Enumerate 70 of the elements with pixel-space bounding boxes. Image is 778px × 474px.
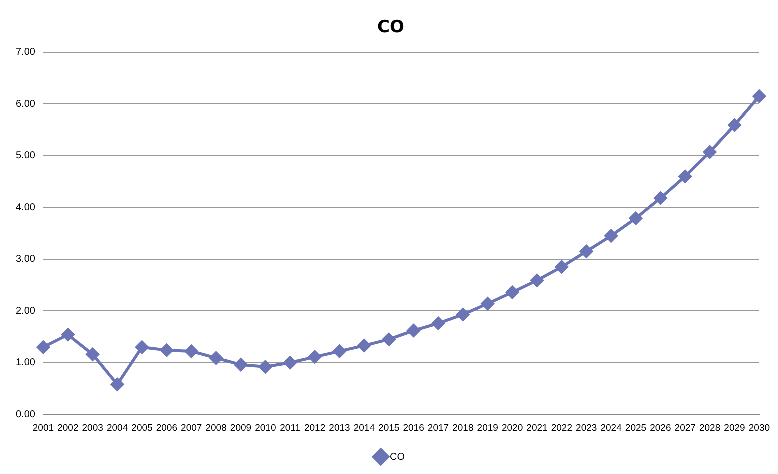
point bbox=[555, 260, 568, 274]
x-tick-label: 2017 bbox=[428, 422, 450, 434]
x-tick-label: 2006 bbox=[156, 422, 178, 434]
point bbox=[160, 344, 174, 357]
point bbox=[654, 192, 668, 205]
point bbox=[407, 324, 420, 338]
point bbox=[36, 340, 50, 354]
x-tick-label: 2019 bbox=[477, 422, 498, 434]
x-tick-label: 2008 bbox=[206, 422, 227, 434]
x-tick-label: 2024 bbox=[600, 422, 622, 434]
x-tick-label: 2028 bbox=[699, 422, 721, 434]
x-tick-label: 2005 bbox=[132, 422, 153, 434]
x-tick-label: 2001 bbox=[32, 422, 54, 434]
point bbox=[259, 360, 272, 374]
legend-label: CO bbox=[390, 452, 406, 463]
y-tick-label: 2.00 bbox=[16, 306, 36, 317]
y-tick-label: 1.00 bbox=[16, 358, 36, 369]
point bbox=[530, 274, 544, 288]
point bbox=[728, 118, 742, 132]
x-tick-label: 2016 bbox=[403, 422, 424, 434]
x-tick-label: 2022 bbox=[551, 422, 572, 434]
x-tick-label: 2015 bbox=[378, 422, 400, 434]
x-tick-label: 2018 bbox=[452, 422, 474, 434]
x-tick-label: 2025 bbox=[625, 422, 647, 434]
point bbox=[604, 230, 618, 243]
x-tick-label: 2027 bbox=[674, 422, 696, 434]
point bbox=[284, 356, 297, 370]
x-tick-label: 2021 bbox=[526, 422, 548, 434]
point bbox=[210, 352, 223, 365]
point bbox=[62, 328, 75, 342]
point bbox=[308, 350, 322, 364]
chart-title: CO bbox=[378, 18, 404, 38]
point bbox=[111, 378, 124, 392]
x-tick-label: 2009 bbox=[230, 422, 252, 434]
x-tick-label: 2030 bbox=[748, 422, 770, 434]
x-tick-label: 2004 bbox=[106, 422, 128, 434]
point bbox=[185, 344, 198, 358]
x-tick-label: 2023 bbox=[576, 422, 598, 434]
point bbox=[704, 146, 717, 159]
y-tick-label: 4.00 bbox=[16, 202, 36, 214]
x-tick-label: 2007 bbox=[181, 422, 202, 434]
x-tick-label: 2020 bbox=[502, 422, 524, 434]
point bbox=[333, 344, 346, 358]
point bbox=[580, 245, 594, 258]
point bbox=[86, 348, 100, 362]
point bbox=[358, 339, 371, 352]
point bbox=[678, 170, 692, 184]
x-tick-label: 2003 bbox=[82, 422, 104, 434]
y-tick-label: 0.00 bbox=[16, 409, 36, 420]
x-tick-label: 2026 bbox=[650, 422, 672, 434]
x-tick-label: 2010 bbox=[255, 422, 276, 434]
point bbox=[752, 90, 766, 103]
y-tick-label: 5.00 bbox=[16, 150, 36, 162]
x-tick-label: 2013 bbox=[329, 422, 350, 434]
point bbox=[506, 286, 520, 299]
point bbox=[629, 212, 642, 225]
point bbox=[456, 308, 470, 322]
x-tick-label: 2011 bbox=[280, 422, 301, 434]
point bbox=[136, 340, 149, 354]
x-tick-label: 2012 bbox=[304, 422, 326, 434]
point bbox=[234, 358, 248, 372]
point bbox=[382, 333, 396, 346]
x-tick-label: 2014 bbox=[354, 422, 375, 434]
x-tick-label: 2002 bbox=[58, 422, 79, 434]
x-tick-label: 2029 bbox=[724, 422, 746, 434]
point bbox=[432, 317, 445, 330]
y-tick-label: 7.00 bbox=[16, 47, 36, 58]
point bbox=[481, 297, 494, 310]
y-tick-label: 6.00 bbox=[16, 98, 36, 110]
y-tick-label: 3.00 bbox=[16, 254, 36, 266]
